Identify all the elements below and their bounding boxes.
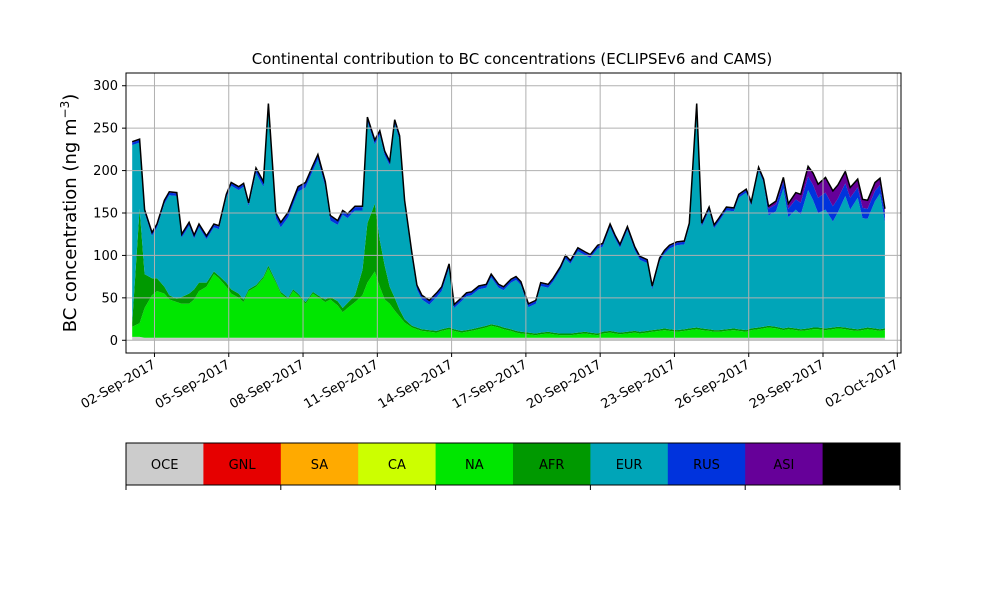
x-tick-label: 11-Sep-2017 [301, 357, 381, 412]
legend-label: RUS [693, 458, 720, 473]
grid-lines [126, 73, 901, 353]
y-tick-label: 300 [93, 79, 118, 94]
x-tick-label: 17-Sep-2017 [450, 357, 530, 412]
area-oce [132, 336, 885, 341]
legend-label: ASI [773, 458, 794, 473]
legend-swatch-na [435, 443, 514, 485]
x-tick-label: 05-Sep-2017 [153, 357, 233, 412]
y-axis-label-end: ) [60, 94, 81, 101]
y-tick-label: 250 [93, 122, 118, 137]
legend-swatch-oce [126, 443, 204, 485]
y-tick-label: 150 [93, 207, 118, 222]
legend-label: CA [388, 458, 406, 473]
legend-swatch-gnl [203, 443, 282, 485]
legend: OCE GNL SA CA NA AFR EUR RUS ASI AUS [125, 442, 901, 490]
legend-swatch-ca [358, 443, 437, 485]
chart-title: Continental contribution to BC concentra… [252, 50, 773, 68]
legend-label: NA [465, 458, 484, 473]
x-tick-label: 14-Sep-2017 [376, 357, 456, 412]
legend-swatch-eur [590, 443, 669, 485]
x-tick-label: 26-Sep-2017 [673, 357, 753, 412]
area-na [132, 268, 885, 338]
legend-label: OCE [151, 458, 179, 473]
legend-label: EUR [616, 458, 643, 473]
y-tick-label: 50 [101, 291, 118, 306]
legend-label: GNL [229, 458, 257, 473]
y-axis-label-sup: −3 [58, 101, 72, 119]
x-tick-label: 29-Sep-2017 [747, 357, 827, 412]
legend-swatch-rus [667, 443, 746, 485]
legend-swatch-aus [822, 443, 901, 485]
y-axis: 0 50 100 150 200 250 300 [93, 79, 126, 349]
x-tick-label: 20-Sep-2017 [524, 357, 604, 412]
legend-frame [125, 442, 901, 486]
x-tick-label: 02-Sep-2017 [79, 357, 159, 412]
y-tick-label: 0 [110, 334, 118, 349]
x-tick-label: 08-Sep-2017 [227, 357, 307, 412]
y-tick-label: 100 [93, 249, 118, 264]
legend-label: AFR [539, 458, 564, 473]
x-tick-label: 23-Sep-2017 [599, 357, 679, 412]
x-axis: 02-Sep-201705-Sep-201708-Sep-201711-Sep-… [79, 353, 901, 412]
legend-label: SA [311, 458, 328, 473]
stacked-areas [131, 103, 886, 341]
y-axis-label-main: BC concentration (ng m [60, 118, 81, 332]
area-eur [132, 106, 885, 334]
legend-swatch-asi [745, 443, 824, 485]
legend-swatch-sa [280, 443, 359, 485]
y-axis-label: BC concentration (ng m−3) [58, 94, 81, 333]
y-tick-label: 200 [93, 164, 118, 179]
legend-label: AUS [848, 458, 875, 473]
x-tick-label: 02-Oct-2017 [823, 357, 901, 411]
total-outline [131, 103, 886, 307]
legend-swatch-afr [513, 443, 591, 485]
